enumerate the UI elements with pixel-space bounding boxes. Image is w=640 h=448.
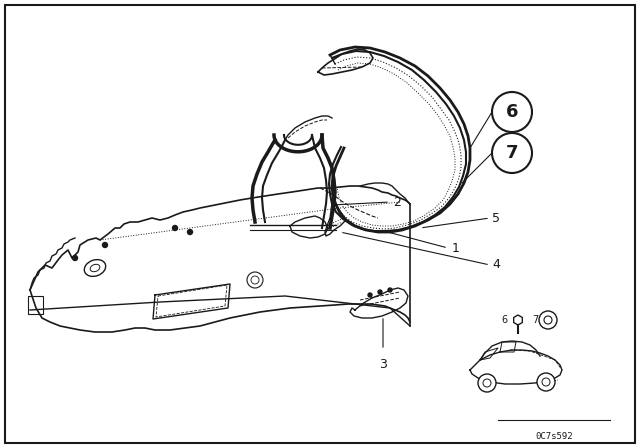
Bar — [28, 296, 43, 314]
Text: 6: 6 — [502, 315, 508, 325]
Text: 5: 5 — [492, 211, 500, 224]
Circle shape — [483, 379, 491, 387]
Text: 0C7s592: 0C7s592 — [535, 432, 573, 441]
Text: 6: 6 — [506, 103, 518, 121]
Text: 1: 1 — [452, 241, 460, 254]
Circle shape — [537, 373, 555, 391]
Text: 3: 3 — [379, 358, 387, 371]
Text: 7: 7 — [532, 315, 538, 325]
Ellipse shape — [84, 259, 106, 276]
Text: 4: 4 — [492, 258, 500, 271]
Text: 7: 7 — [506, 144, 518, 162]
Circle shape — [492, 133, 532, 173]
Circle shape — [72, 255, 77, 260]
Circle shape — [378, 290, 382, 294]
Circle shape — [539, 311, 557, 329]
Circle shape — [388, 288, 392, 292]
Text: 2: 2 — [393, 195, 401, 208]
Circle shape — [478, 374, 496, 392]
Circle shape — [188, 229, 193, 234]
Circle shape — [251, 276, 259, 284]
Circle shape — [542, 378, 550, 386]
Circle shape — [173, 225, 177, 231]
Ellipse shape — [90, 264, 100, 271]
Circle shape — [544, 316, 552, 324]
Circle shape — [492, 92, 532, 132]
Circle shape — [102, 242, 108, 247]
Circle shape — [368, 293, 372, 297]
Circle shape — [247, 272, 263, 288]
